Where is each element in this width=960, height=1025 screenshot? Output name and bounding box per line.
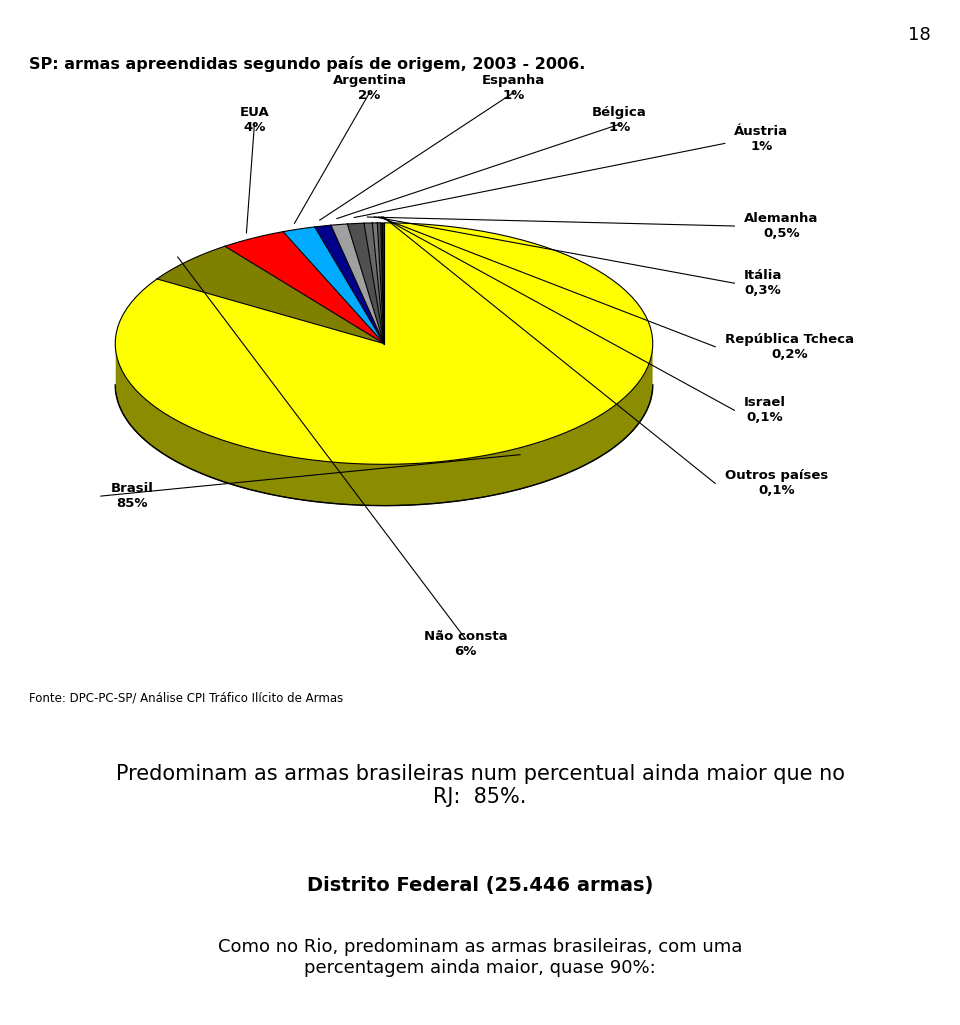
- Polygon shape: [381, 222, 384, 343]
- Text: Bélgica
1%: Bélgica 1%: [591, 106, 647, 134]
- Polygon shape: [115, 222, 653, 464]
- Text: EUA
4%: EUA 4%: [240, 106, 269, 134]
- Text: Outros países
0,1%: Outros países 0,1%: [725, 469, 828, 497]
- Polygon shape: [283, 227, 384, 343]
- Polygon shape: [157, 246, 384, 343]
- Polygon shape: [372, 222, 384, 343]
- Polygon shape: [348, 223, 384, 343]
- Text: Como no Rio, predominam as armas brasileiras, com uma
percentagem ainda maior, q: Como no Rio, predominam as armas brasile…: [218, 938, 742, 977]
- Polygon shape: [225, 232, 384, 343]
- Text: Israel
0,1%: Israel 0,1%: [744, 397, 786, 424]
- Polygon shape: [315, 226, 384, 343]
- Text: Predominam as armas brasileiras num percentual ainda maior que no
RJ:  85%.: Predominam as armas brasileiras num perc…: [115, 764, 845, 807]
- Polygon shape: [377, 222, 384, 343]
- Text: Não consta
6%: Não consta 6%: [423, 629, 508, 658]
- Text: Fonte: DPC-PC-SP/ Análise CPI Tráfico Ilícito de Armas: Fonte: DPC-PC-SP/ Análise CPI Tráfico Il…: [29, 692, 343, 705]
- Polygon shape: [382, 222, 384, 343]
- Polygon shape: [364, 223, 384, 343]
- Text: Brasil
85%: Brasil 85%: [110, 482, 154, 510]
- Text: Espanha
1%: Espanha 1%: [482, 74, 545, 102]
- Text: Alemanha
0,5%: Alemanha 0,5%: [744, 212, 818, 240]
- Text: SP: armas apreendidas segundo país de origem, 2003 - 2006.: SP: armas apreendidas segundo país de or…: [29, 56, 586, 73]
- Text: República Tcheca
0,2%: República Tcheca 0,2%: [725, 333, 853, 361]
- Text: Itália
0,3%: Itália 0,3%: [744, 270, 782, 297]
- Text: Distrito Federal (25.446 armas): Distrito Federal (25.446 armas): [307, 876, 653, 896]
- Text: 18: 18: [908, 26, 931, 44]
- Text: Áustria
1%: Áustria 1%: [734, 125, 788, 153]
- Polygon shape: [116, 348, 653, 505]
- Text: Argentina
2%: Argentina 2%: [332, 74, 407, 102]
- Polygon shape: [331, 223, 384, 343]
